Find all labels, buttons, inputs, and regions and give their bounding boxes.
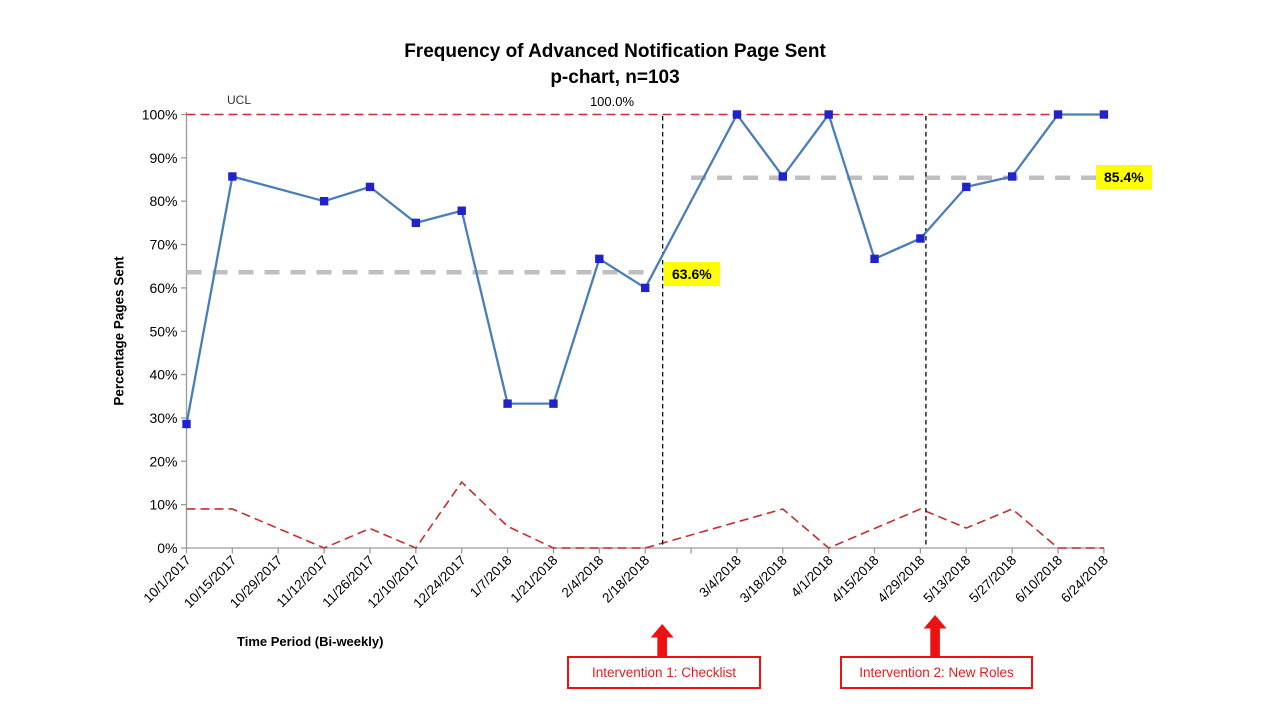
data-point-marker [457,206,466,215]
data-point-marker [228,172,237,181]
data-point-marker [411,218,421,228]
data-point-marker [1053,110,1063,119]
data-point-marker [824,110,833,119]
intervention-1-arrow-icon [650,624,674,656]
data-point-marker [1007,172,1017,181]
ucl-label: UCL [227,93,252,107]
data-point-marker [778,172,788,181]
chart-title: Frequency of Advanced Notification Page … [404,41,826,62]
x-tick-label: 3/4/2018 [696,553,744,601]
data-point-marker [319,197,329,206]
x-tick-label: 1/7/2018 [467,553,515,601]
data-point-marker [549,399,558,408]
y-tick-label: 50% [149,323,177,339]
intervention-2-label: Intervention 2: New Roles [859,665,1014,680]
x-tick-label: 5/27/2018 [966,553,1019,606]
y-tick-label: 70% [149,237,177,253]
lcl-line [186,480,1104,549]
x-tick-label: 5/13/2018 [920,553,973,606]
centerline-2-value-label: 85.4% [1096,165,1152,189]
x-tick-label: 4/1/2018 [788,553,836,601]
intervention-2-arrow-icon [923,615,947,656]
y-axis-title: Percentage Pages Sent [111,256,127,406]
x-tick-label: 2/18/2018 [599,553,652,606]
ucl-value-label: 100.0% [589,94,635,109]
data-point-marker [916,234,925,243]
data-point-marker [1099,110,1109,119]
data-series-line [185,113,1104,425]
data-point-marker [365,182,375,192]
x-tick-label: 1/21/2018 [508,553,561,606]
data-point-marker [595,254,604,264]
x-tick-label: 2/4/2018 [559,553,607,601]
y-tick-label: 60% [149,280,177,296]
x-tick-label: 4/29/2018 [874,553,927,606]
data-point-marker [732,110,742,119]
data-point-marker [503,399,512,408]
y-tick-label: 90% [149,150,177,166]
x-tick-label: 3/18/2018 [737,553,790,606]
data-point-marker [962,182,971,192]
y-tick-label: 100% [142,107,178,123]
intervention-1-label: Intervention 1: Checklist [591,665,737,680]
y-tick-label: 0% [157,540,177,556]
y-tick-label: 10% [149,497,177,513]
y-tick-label: 30% [149,410,177,426]
data-point-marker [641,283,650,293]
data-point-marker [182,419,191,429]
intervention-2-box: Intervention 2: New Roles [840,656,1033,689]
x-tick-label: 6/24/2018 [1058,553,1111,606]
x-axis-title: Time Period (Bi-weekly) [237,634,384,649]
y-tick-label: 80% [149,193,177,209]
x-tick-label: 4/15/2018 [829,553,882,606]
data-point-marker [870,254,879,264]
y-tick-label: 20% [149,453,177,469]
chart-subtitle: p-chart, n=103 [550,67,680,88]
y-tick-label: 40% [149,367,177,383]
centerline-1-value-label: 63.6% [664,262,720,286]
x-tick-label: 6/10/2018 [1012,553,1065,606]
intervention-1-box: Intervention 1: Checklist [567,656,761,689]
